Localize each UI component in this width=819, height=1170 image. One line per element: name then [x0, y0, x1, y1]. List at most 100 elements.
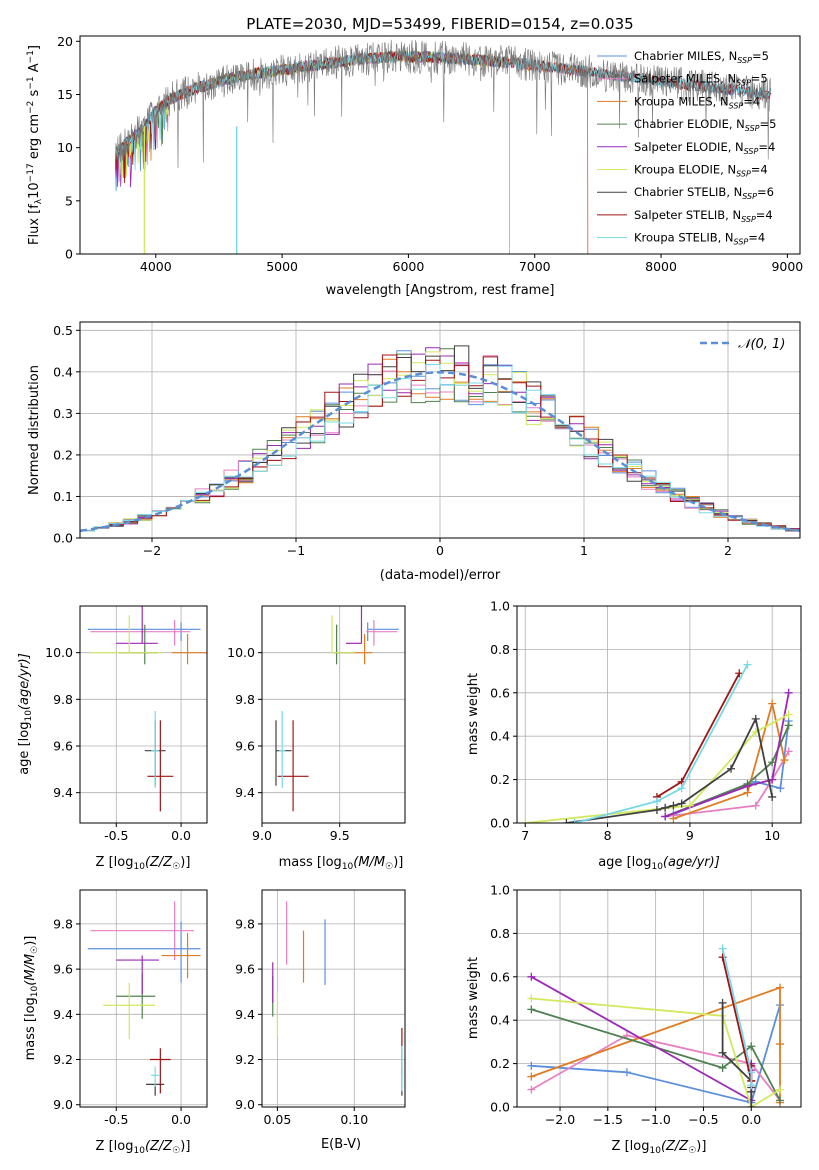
label-part: A: [27, 63, 42, 76]
label-part: (age/yr)]: [663, 855, 720, 870]
label-part: (M/M: [353, 855, 385, 870]
y-tick-label: 0: [65, 247, 73, 262]
normal-reference-curve: [80, 371, 800, 532]
y-tick-label: 0.4: [490, 1013, 510, 1028]
y-tick-label: 5: [65, 193, 73, 208]
label-part: mass weight: [466, 673, 481, 755]
label-part: 10: [133, 1146, 145, 1156]
y-tick-label: 10.0: [227, 645, 255, 660]
axes-frame: [79, 35, 801, 255]
legend-label: 𝒩(0, 1): [738, 337, 785, 352]
x-tick-label: 4000: [140, 259, 172, 274]
weight-point-marker: [661, 803, 670, 812]
y-tick-label: 9.8: [53, 692, 73, 707]
weight-series-line: [664, 725, 790, 818]
label-part: mass [log: [279, 855, 342, 870]
x-tick-label: −1.0: [640, 1112, 670, 1127]
label-part: Normed distribution: [27, 365, 42, 495]
plot-area-age_vs_mass: [275, 606, 399, 812]
weight-point-marker: [780, 756, 789, 765]
weight-point-marker: [784, 721, 793, 730]
legend-tail: =4: [748, 231, 765, 245]
weight-point-marker: [527, 1072, 536, 1081]
weight-point-marker: [570, 819, 579, 823]
y-tick-label: 1.0: [490, 883, 510, 898]
legend-text: Kroupa ELODIE, N: [634, 163, 736, 177]
y-tick-label: 0.1: [53, 489, 73, 504]
legend-text: Chabrier STELIB, N: [634, 185, 742, 199]
y-tick-label: 9.8: [235, 692, 255, 707]
label-part: mass [log: [23, 997, 38, 1060]
axes-age_vs_mass: 9.0 9.5 9.4 9.6 9.8 10.0 mass [log10(M/M☉)]: [227, 605, 406, 872]
label-part: (M/M: [23, 954, 38, 986]
y-tick-label: 9.0: [235, 1097, 255, 1112]
x-tick-label: 5000: [266, 259, 298, 274]
y-tick-label: 0.0: [53, 531, 73, 546]
weight-series-line: [530, 1034, 781, 1102]
legend-sub: SSP: [737, 56, 752, 65]
weight-series-line: [656, 672, 741, 798]
weight-point-marker: [685, 801, 694, 810]
y-tick-label: 0.8: [490, 926, 510, 941]
label-part: 10: [30, 985, 40, 997]
weight-point-marker: [747, 1042, 756, 1051]
x-tick-label: −0.5: [688, 1112, 718, 1127]
label-part: )]: [696, 1139, 706, 1154]
legend-sub: SSP: [741, 215, 756, 224]
y-tick-label: 9.4: [53, 785, 73, 800]
label-part: ]: [27, 45, 42, 50]
weight-series-line: [530, 986, 781, 1103]
x-tick-label: 1: [580, 543, 588, 558]
label-part: wavelength [Angstrom, rest frame]: [326, 283, 555, 298]
legend-sub: SSP: [734, 238, 749, 247]
label-part: E(B-V): [321, 1137, 361, 1152]
observed-spectrum-line: [115, 39, 771, 171]
y-tick-label: 9.8: [235, 916, 255, 931]
weight-point-marker: [776, 784, 785, 793]
weight-point-marker: [677, 784, 686, 793]
weight-point-marker: [669, 801, 678, 810]
legend-label: Kroupa MILES, NSSP=4: [634, 94, 760, 110]
x-tick-label: 9.5: [330, 828, 350, 843]
y-axis-label: age [log10(age/yr)]: [17, 653, 34, 775]
weight-series-line: [531, 1008, 781, 1101]
label-part: ☉: [385, 862, 393, 872]
weight-point-marker: [527, 994, 536, 1003]
axes-age_vs_Z: -0.5 0.09.49.69.810.0Z [log10(Z/Z☉)]age […: [17, 605, 208, 872]
label-part: mass weight: [466, 957, 481, 1039]
axes-mass_vs_Z: -0.5 0.09.09.29.49.69.8Z [log10(Z/Z☉)]mas…: [23, 889, 208, 1156]
y-tick-label: 9.2: [53, 1052, 73, 1067]
y-tick-label: 10.0: [45, 645, 73, 660]
y-tick-label: 0.6: [490, 969, 510, 984]
label-part: 10: [27, 182, 42, 199]
y-tick-label: 0.6: [490, 685, 510, 700]
legend-text: Salpeter ELODIE, N: [634, 140, 744, 154]
x-axis-label: mass [log10(M/M☉)]: [279, 855, 404, 872]
x-tick-label: 0.05: [263, 1112, 291, 1127]
weight-point-marker: [784, 710, 793, 719]
y-tick-label: 9.4: [235, 785, 255, 800]
label-part: −1: [26, 50, 36, 63]
legend-tail: =4: [756, 208, 773, 222]
x-axis-label: (data-model)/error: [380, 568, 501, 583]
label-part: (Z/Z: [661, 1139, 689, 1154]
axes-mass_vs_ebv: 0.05 0.10 9.0 9.2 9.4 9.6 9.8 E(B-V): [235, 889, 406, 1152]
weight-series-line: [673, 703, 786, 820]
label-part: )]: [180, 1139, 190, 1154]
x-tick-label: 8000: [645, 259, 677, 274]
label-part: (data-model)/error: [380, 568, 501, 583]
legend-tail: =5: [752, 49, 769, 63]
label-part: Flux [f: [27, 204, 42, 245]
y-tick-label: 1.0: [490, 599, 510, 614]
label-part: s: [27, 89, 42, 100]
axes-frame: [516, 889, 802, 1108]
weight-point-marker: [747, 1081, 756, 1090]
weight-point-marker: [718, 1048, 727, 1057]
weight-point-marker: [661, 812, 670, 821]
label-part: age [log: [598, 855, 651, 870]
weight-point-marker: [751, 714, 760, 723]
legend-sub: SSP: [744, 147, 759, 156]
y-tick-label: 20: [57, 34, 73, 49]
y-tick-label: 9.2: [235, 1052, 255, 1067]
